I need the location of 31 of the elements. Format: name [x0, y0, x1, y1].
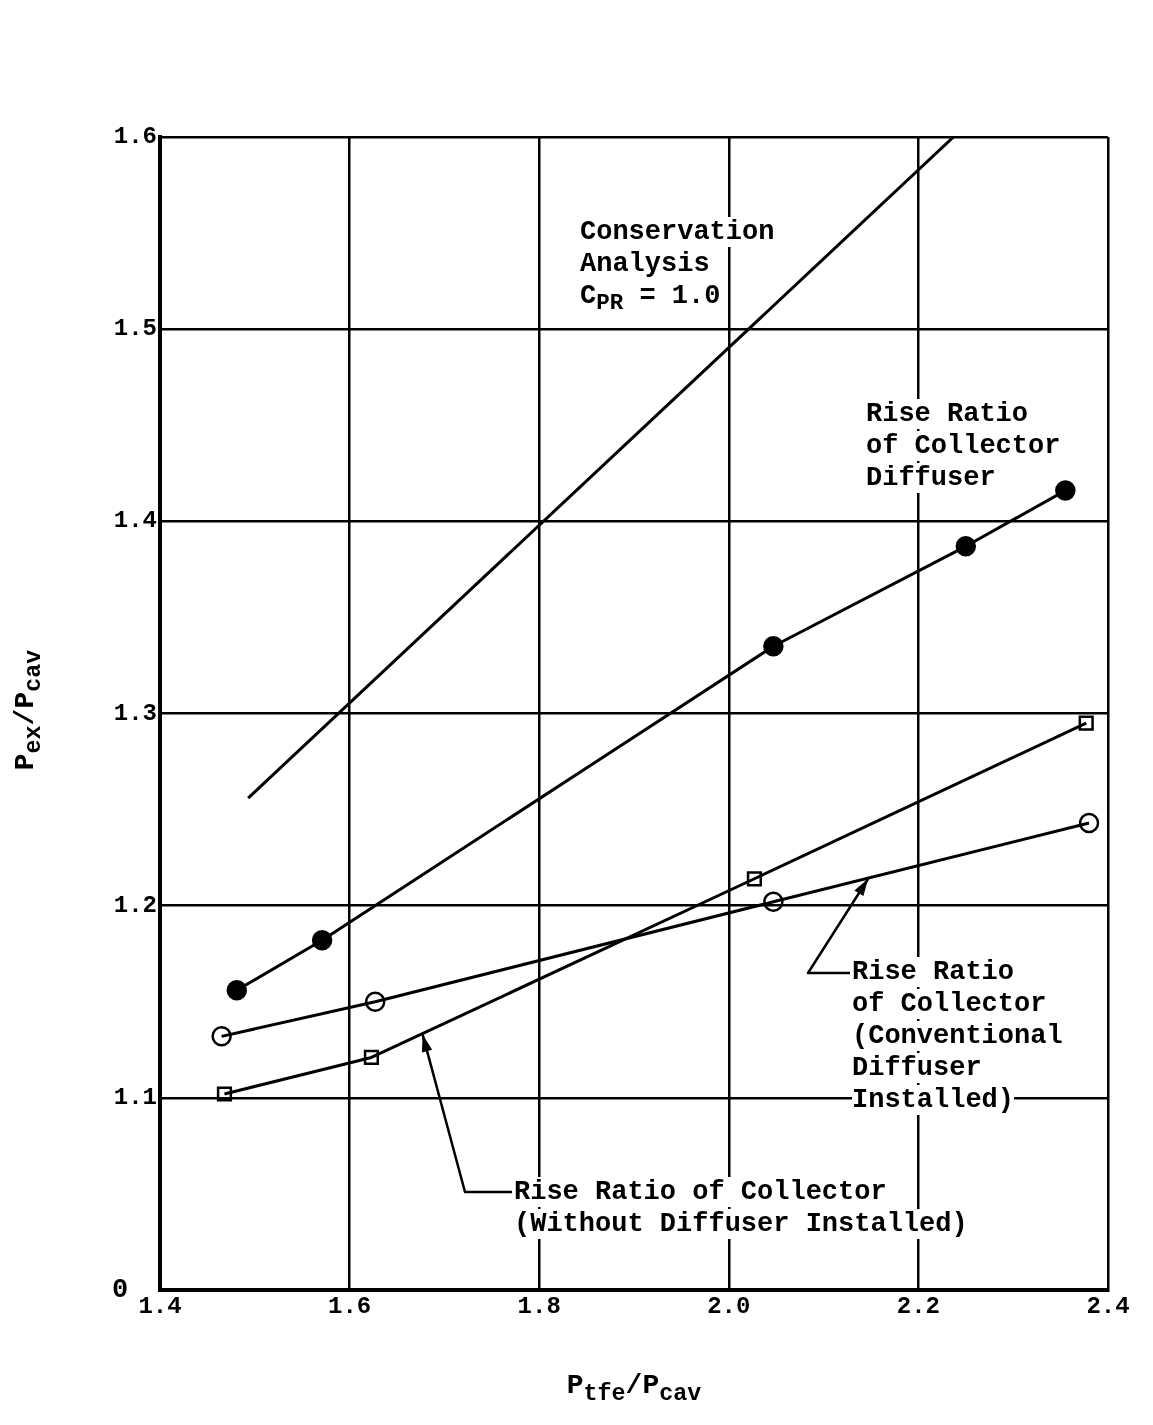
x-tick-label: 1.4: [138, 1293, 182, 1321]
y-tick-label: 1.4: [113, 507, 157, 535]
annotation: Conservation Analysis C$_{PR}$ = 1.0: [580, 217, 775, 317]
x-tick-label: 2.4: [1086, 1293, 1130, 1321]
x-tick-label: 2.0: [707, 1293, 751, 1321]
point: [1078, 715, 1094, 731]
x-axis-title: P$_{tfe}$/P$_{cav}$: [566, 1370, 702, 1409]
x-tick-label: 1.8: [517, 1293, 561, 1321]
point: [364, 991, 386, 1012]
annotation: Rise Ratio of Collector (Conventional Diffuser Installed): [852, 957, 1063, 1115]
point: [211, 1026, 232, 1047]
annotation: Rise Ratio of Collector Diffuser: [866, 399, 1061, 493]
point: [955, 536, 977, 557]
point: [746, 871, 763, 887]
point: [216, 1086, 233, 1102]
x-tick-label: 2.2: [896, 1293, 941, 1321]
annotation: Rise Ratio of Collector (Without Diffuser Installed): [514, 1177, 968, 1239]
point: [763, 635, 784, 657]
point: [311, 930, 333, 951]
y-tick-label: 1.3: [113, 699, 157, 727]
x-tick-label: 1.6: [327, 1293, 372, 1321]
y-tick-label: 1.2: [113, 891, 157, 919]
y-tick-label: 1.6: [113, 123, 157, 151]
y-tick-label: 1.1: [113, 1083, 157, 1111]
text: 0: [112, 1275, 129, 1305]
point: [363, 1049, 380, 1066]
point: [226, 979, 248, 1001]
y-tick-label: 1.5: [113, 315, 157, 343]
point: [1078, 812, 1100, 834]
point: [763, 891, 784, 913]
point: [1055, 480, 1076, 501]
